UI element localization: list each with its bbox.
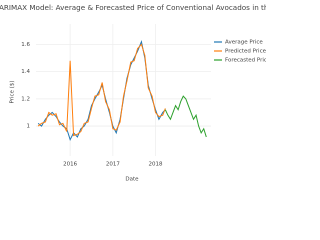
y-tick-label: 1.4	[21, 69, 30, 75]
y-tick-label: 1.6	[21, 42, 30, 48]
legend-label: Predicted Price	[225, 49, 266, 55]
legend-label: Forecasted Price	[225, 58, 266, 64]
x-axis-label: Date	[125, 177, 139, 183]
x-tick-label: 2018	[149, 162, 163, 168]
x-tick-label: 2016	[63, 162, 77, 168]
page: ARIMAX Model: Average & Forecasted Price…	[0, 3, 266, 183]
chart: ARIMAX Model: Average & Forecasted Price…	[0, 3, 266, 183]
y-tick-label: 1	[27, 124, 31, 130]
chart-title: ARIMAX Model: Average & Forecasted Price…	[0, 3, 266, 12]
y-tick-label: 1.2	[21, 96, 30, 102]
series-line	[37, 39, 166, 141]
series-line	[37, 43, 166, 137]
x-tick-label: 2017	[106, 162, 120, 168]
y-axis-label: Price ($)	[10, 81, 16, 104]
series-line	[164, 95, 207, 138]
legend-label: Average Price	[225, 40, 263, 46]
